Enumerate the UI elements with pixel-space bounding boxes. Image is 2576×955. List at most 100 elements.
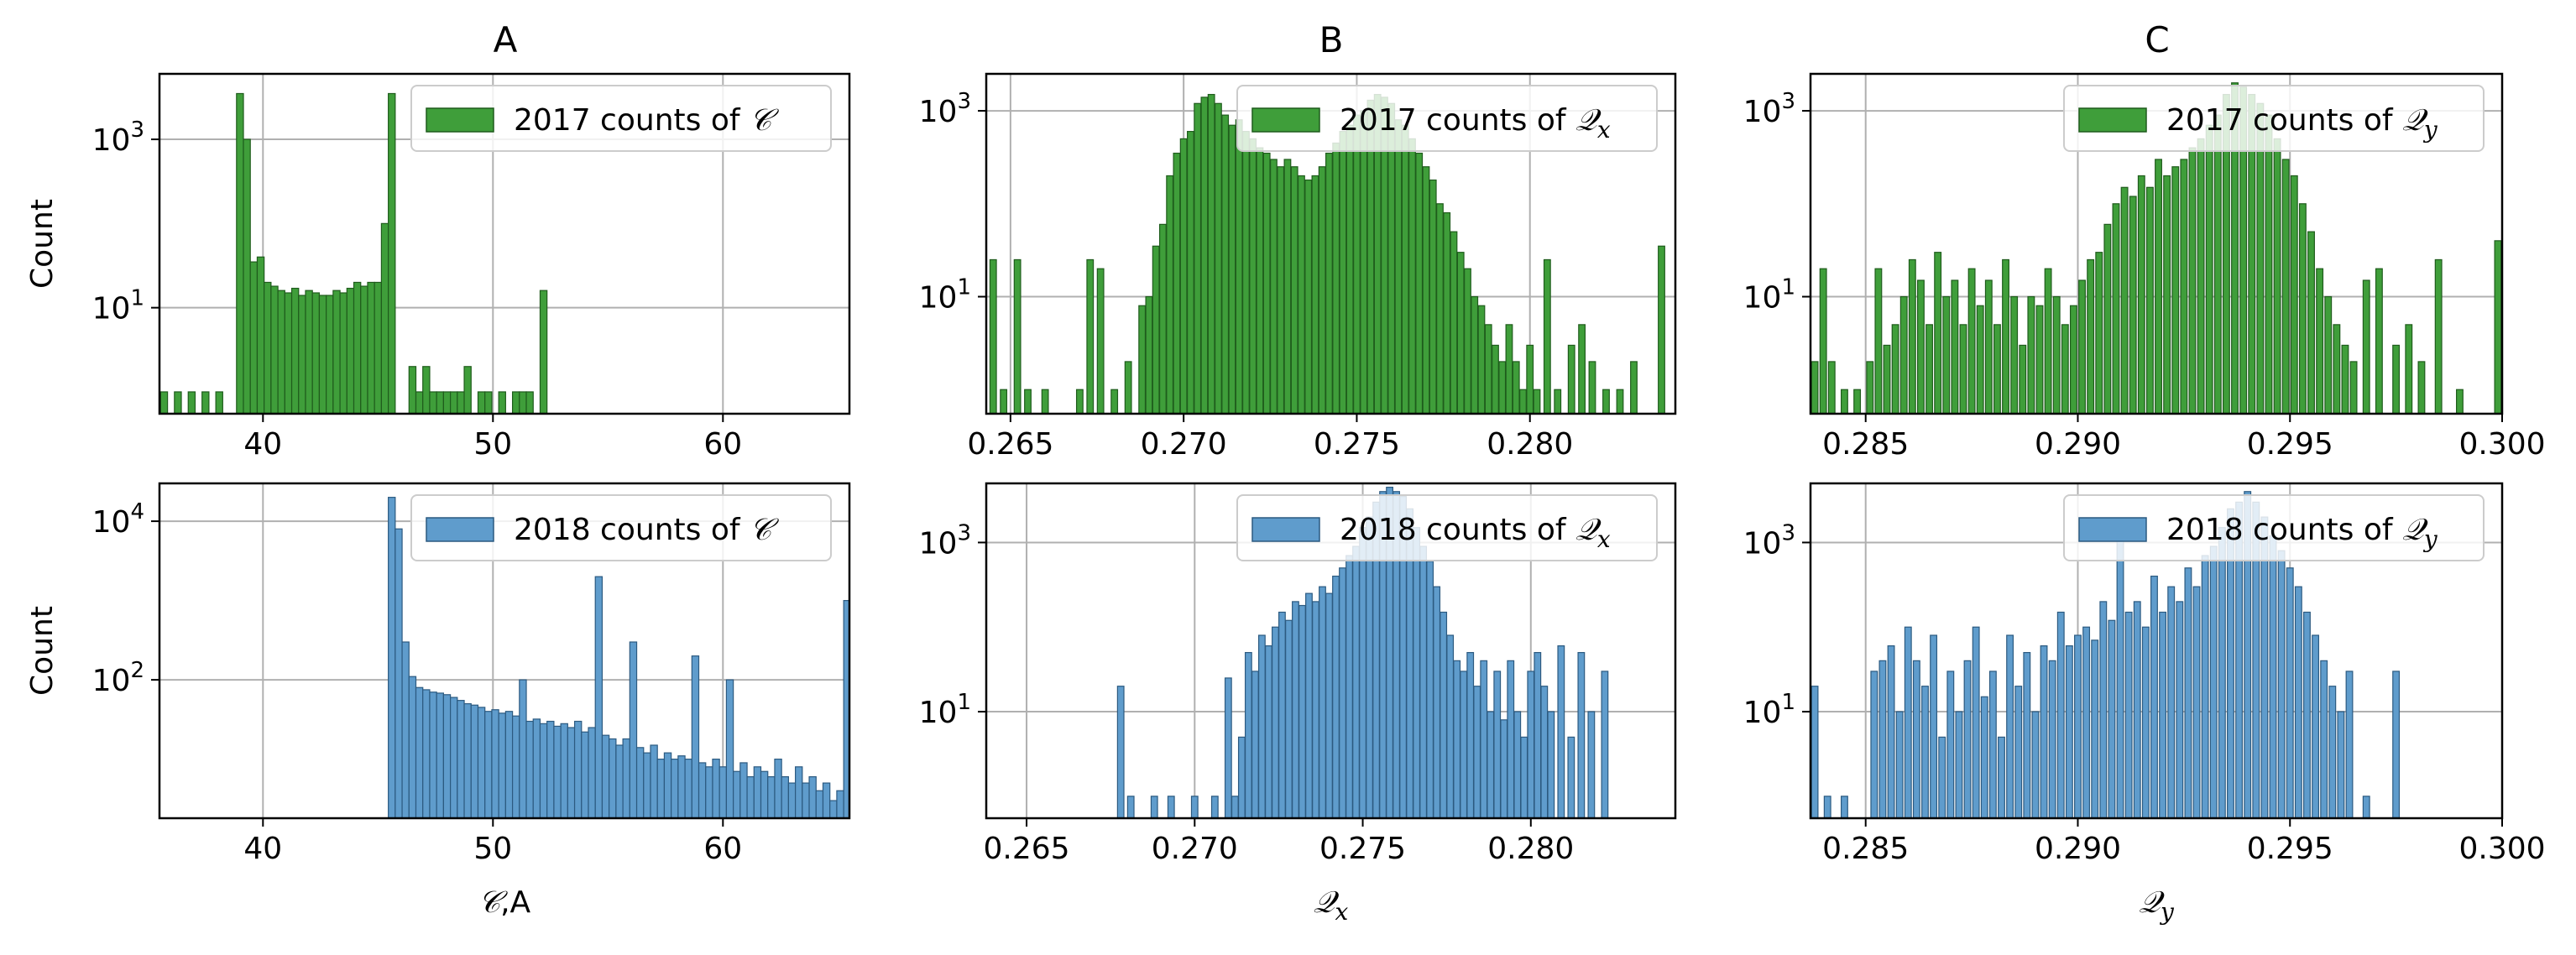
histogram-bar — [581, 731, 589, 818]
histogram-bar — [305, 290, 313, 414]
histogram-bar — [2124, 611, 2133, 818]
histogram-bar — [511, 391, 520, 414]
legend-box — [410, 85, 832, 152]
histogram-bar — [705, 766, 713, 818]
histogram-bar — [2341, 344, 2349, 414]
histogram-bar — [346, 287, 355, 414]
histogram-bar — [1278, 611, 1286, 818]
histogram-bar — [2002, 258, 2009, 414]
histogram-bar — [802, 782, 810, 818]
axes-frame-a-1 — [158, 72, 851, 415]
histogram-bar — [159, 391, 169, 414]
histogram-bar — [1811, 686, 1819, 818]
histogram-bar — [1998, 736, 2005, 818]
legend-swatch — [2078, 107, 2147, 133]
histogram-bar — [795, 766, 803, 818]
histogram-bar — [2349, 361, 2358, 414]
histogram-bar — [2112, 203, 2120, 414]
histogram-bar — [656, 759, 666, 818]
histogram-bar — [1166, 175, 1174, 414]
legend-swatch — [426, 517, 494, 542]
histogram-bar — [2074, 634, 2082, 818]
histogram-bar — [1895, 711, 1904, 818]
histogram-bar — [1215, 102, 1222, 414]
histogram-bar — [1456, 252, 1465, 414]
y-tick-label: 104 — [92, 499, 144, 540]
histogram-bar — [1899, 295, 1908, 414]
histogram-bar — [2014, 686, 2023, 818]
histogram-bar — [2307, 231, 2315, 414]
histogram-bar — [429, 391, 437, 414]
histogram-bar — [712, 759, 720, 818]
histogram-bar — [787, 782, 797, 818]
histogram-bar — [1179, 138, 1188, 414]
histogram-bar — [1422, 166, 1430, 414]
histogram-bar — [1305, 592, 1313, 818]
histogram-bar — [2205, 124, 2213, 414]
histogram-bar — [2362, 279, 2370, 414]
histogram-bar — [1408, 138, 1416, 414]
histogram-bar — [836, 790, 844, 818]
histogram-bar — [2213, 114, 2222, 414]
histogram-bar — [2375, 268, 2383, 414]
histogram-bar — [560, 723, 568, 818]
histogram-bar — [1823, 796, 1831, 818]
histogram-bar — [463, 702, 472, 818]
histogram-bar — [256, 256, 265, 414]
histogram-bar — [2155, 159, 2162, 414]
histogram-bar — [1874, 268, 1883, 414]
histogram-bar — [2048, 660, 2056, 818]
legend-label: 2017 counts of 𝒬y — [2166, 103, 2438, 144]
x-tick-label: 0.265 — [967, 427, 1053, 462]
histogram-bar — [1138, 305, 1147, 414]
histogram-bar — [1942, 295, 1951, 414]
legend-a-1: 2017 counts of 𝒞 — [410, 85, 832, 152]
histogram-bar — [1866, 361, 1874, 414]
x-tick-label: 0.300 — [2458, 832, 2545, 866]
histogram-bar — [1976, 305, 1984, 414]
histogram-bar — [2290, 175, 2298, 414]
histogram-bar — [415, 686, 424, 818]
histogram-bar — [2099, 601, 2108, 818]
y-axis-label: Count — [25, 606, 60, 696]
histogram-bar — [2324, 295, 2333, 414]
histogram-bar — [2141, 626, 2150, 818]
histogram-bar — [2273, 138, 2281, 414]
x-tick-label: 40 — [243, 832, 282, 866]
histogram-bar — [1272, 626, 1279, 818]
histogram-bar — [1533, 389, 1541, 414]
histogram-bar — [1811, 361, 1819, 414]
histogram-bar — [270, 285, 279, 414]
histogram-bar — [1540, 686, 1549, 818]
histogram-bar — [470, 704, 479, 818]
legend-b-2: 2018 counts of 𝒬x — [1236, 494, 1658, 561]
histogram-bar — [1487, 711, 1495, 818]
legend-box — [1236, 85, 1658, 152]
histogram-bar — [1413, 527, 1421, 818]
histogram-bar — [1075, 389, 1084, 414]
legend-swatch — [2078, 517, 2147, 542]
x-tick-label: 0.270 — [1141, 427, 1227, 462]
histogram-bar — [498, 391, 506, 414]
y-tick-label: 101 — [92, 286, 144, 326]
histogram-bar — [2120, 186, 2129, 414]
histogram-bar — [1024, 389, 1032, 414]
x-axis-label: 𝒞,A — [478, 885, 531, 920]
histogram-bar — [1925, 324, 1933, 414]
legend-label: 2018 counts of 𝒞 — [514, 513, 780, 547]
histogram-bar — [1013, 258, 1022, 414]
axes-frame-b-1 — [985, 72, 1677, 415]
histogram-bar — [1200, 97, 1209, 414]
histogram-bar — [1419, 545, 1428, 818]
histogram-bar — [1972, 626, 1980, 818]
histogram-bar — [1270, 159, 1278, 414]
bars-c-2 — [1811, 491, 2401, 818]
histogram-bar — [635, 747, 645, 818]
histogram-bar — [2337, 711, 2345, 818]
histogram-bar — [2218, 527, 2226, 818]
histogram-bar — [1116, 686, 1125, 818]
histogram-bar — [1819, 268, 1827, 414]
histogram-bar — [615, 744, 624, 818]
legend-box — [2063, 85, 2485, 152]
